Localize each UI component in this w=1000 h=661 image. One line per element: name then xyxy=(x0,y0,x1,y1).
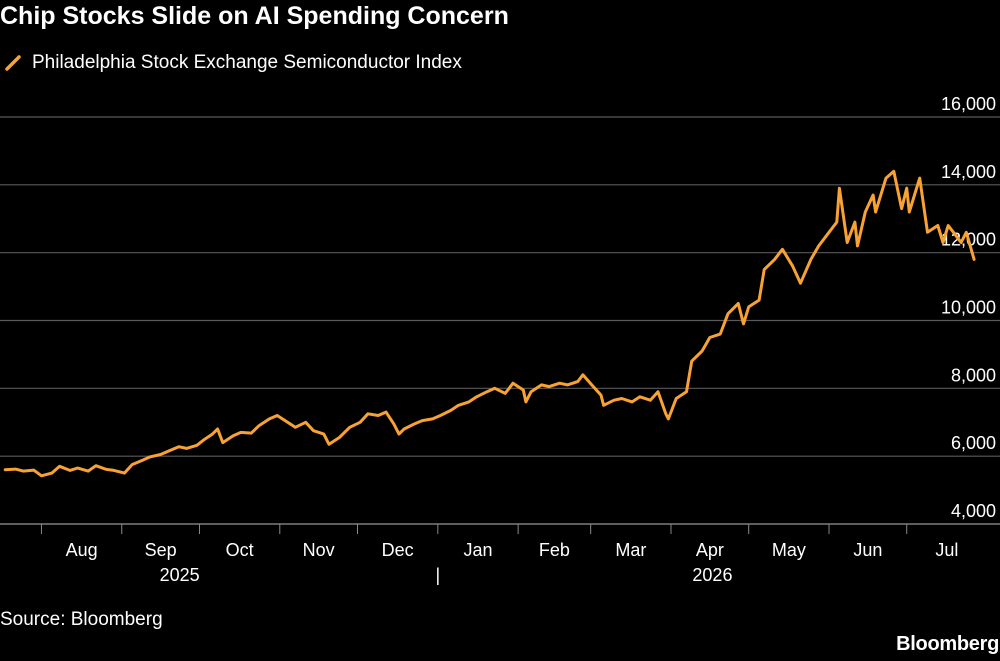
x-month-label: Apr xyxy=(696,540,724,560)
x-month-label: Jul xyxy=(935,540,958,560)
x-month-label: Dec xyxy=(382,540,414,560)
x-year-label: 2025 xyxy=(160,565,200,585)
legend: Philadelphia Stock Exchange Semiconducto… xyxy=(4,50,462,76)
x-month-label: Oct xyxy=(226,540,254,560)
x-month-label: Feb xyxy=(539,540,570,560)
series-line xyxy=(3,169,976,478)
y-tick-label: 6,000 xyxy=(951,433,996,453)
x-month-label: Nov xyxy=(303,540,335,560)
y-tick-label: 8,000 xyxy=(951,365,996,385)
source-note: Source: Bloomberg xyxy=(0,609,163,630)
x-year-label: 2026 xyxy=(692,565,732,585)
x-month-label: Jun xyxy=(853,540,882,560)
brand-logo: Bloomberg xyxy=(896,633,999,655)
legend-swatch-icon xyxy=(4,52,24,74)
legend-label: Philadelphia Stock Exchange Semiconducto… xyxy=(32,52,462,73)
x-month-label: Aug xyxy=(66,540,98,560)
x-month-label: Mar xyxy=(615,540,646,560)
chart-title: Chip Stocks Slide on AI Spending Concern xyxy=(0,2,509,30)
y-tick-label: 14,000 xyxy=(941,162,996,182)
y-tick-label: 10,000 xyxy=(941,298,996,318)
x-month-label: Jan xyxy=(463,540,492,560)
y-tick-label: 4,000 xyxy=(951,501,996,521)
x-year-divider: | xyxy=(435,565,440,585)
x-month-label: Sep xyxy=(145,540,177,560)
y-tick-label: 16,000 xyxy=(941,94,996,114)
x-month-label: May xyxy=(772,540,806,560)
